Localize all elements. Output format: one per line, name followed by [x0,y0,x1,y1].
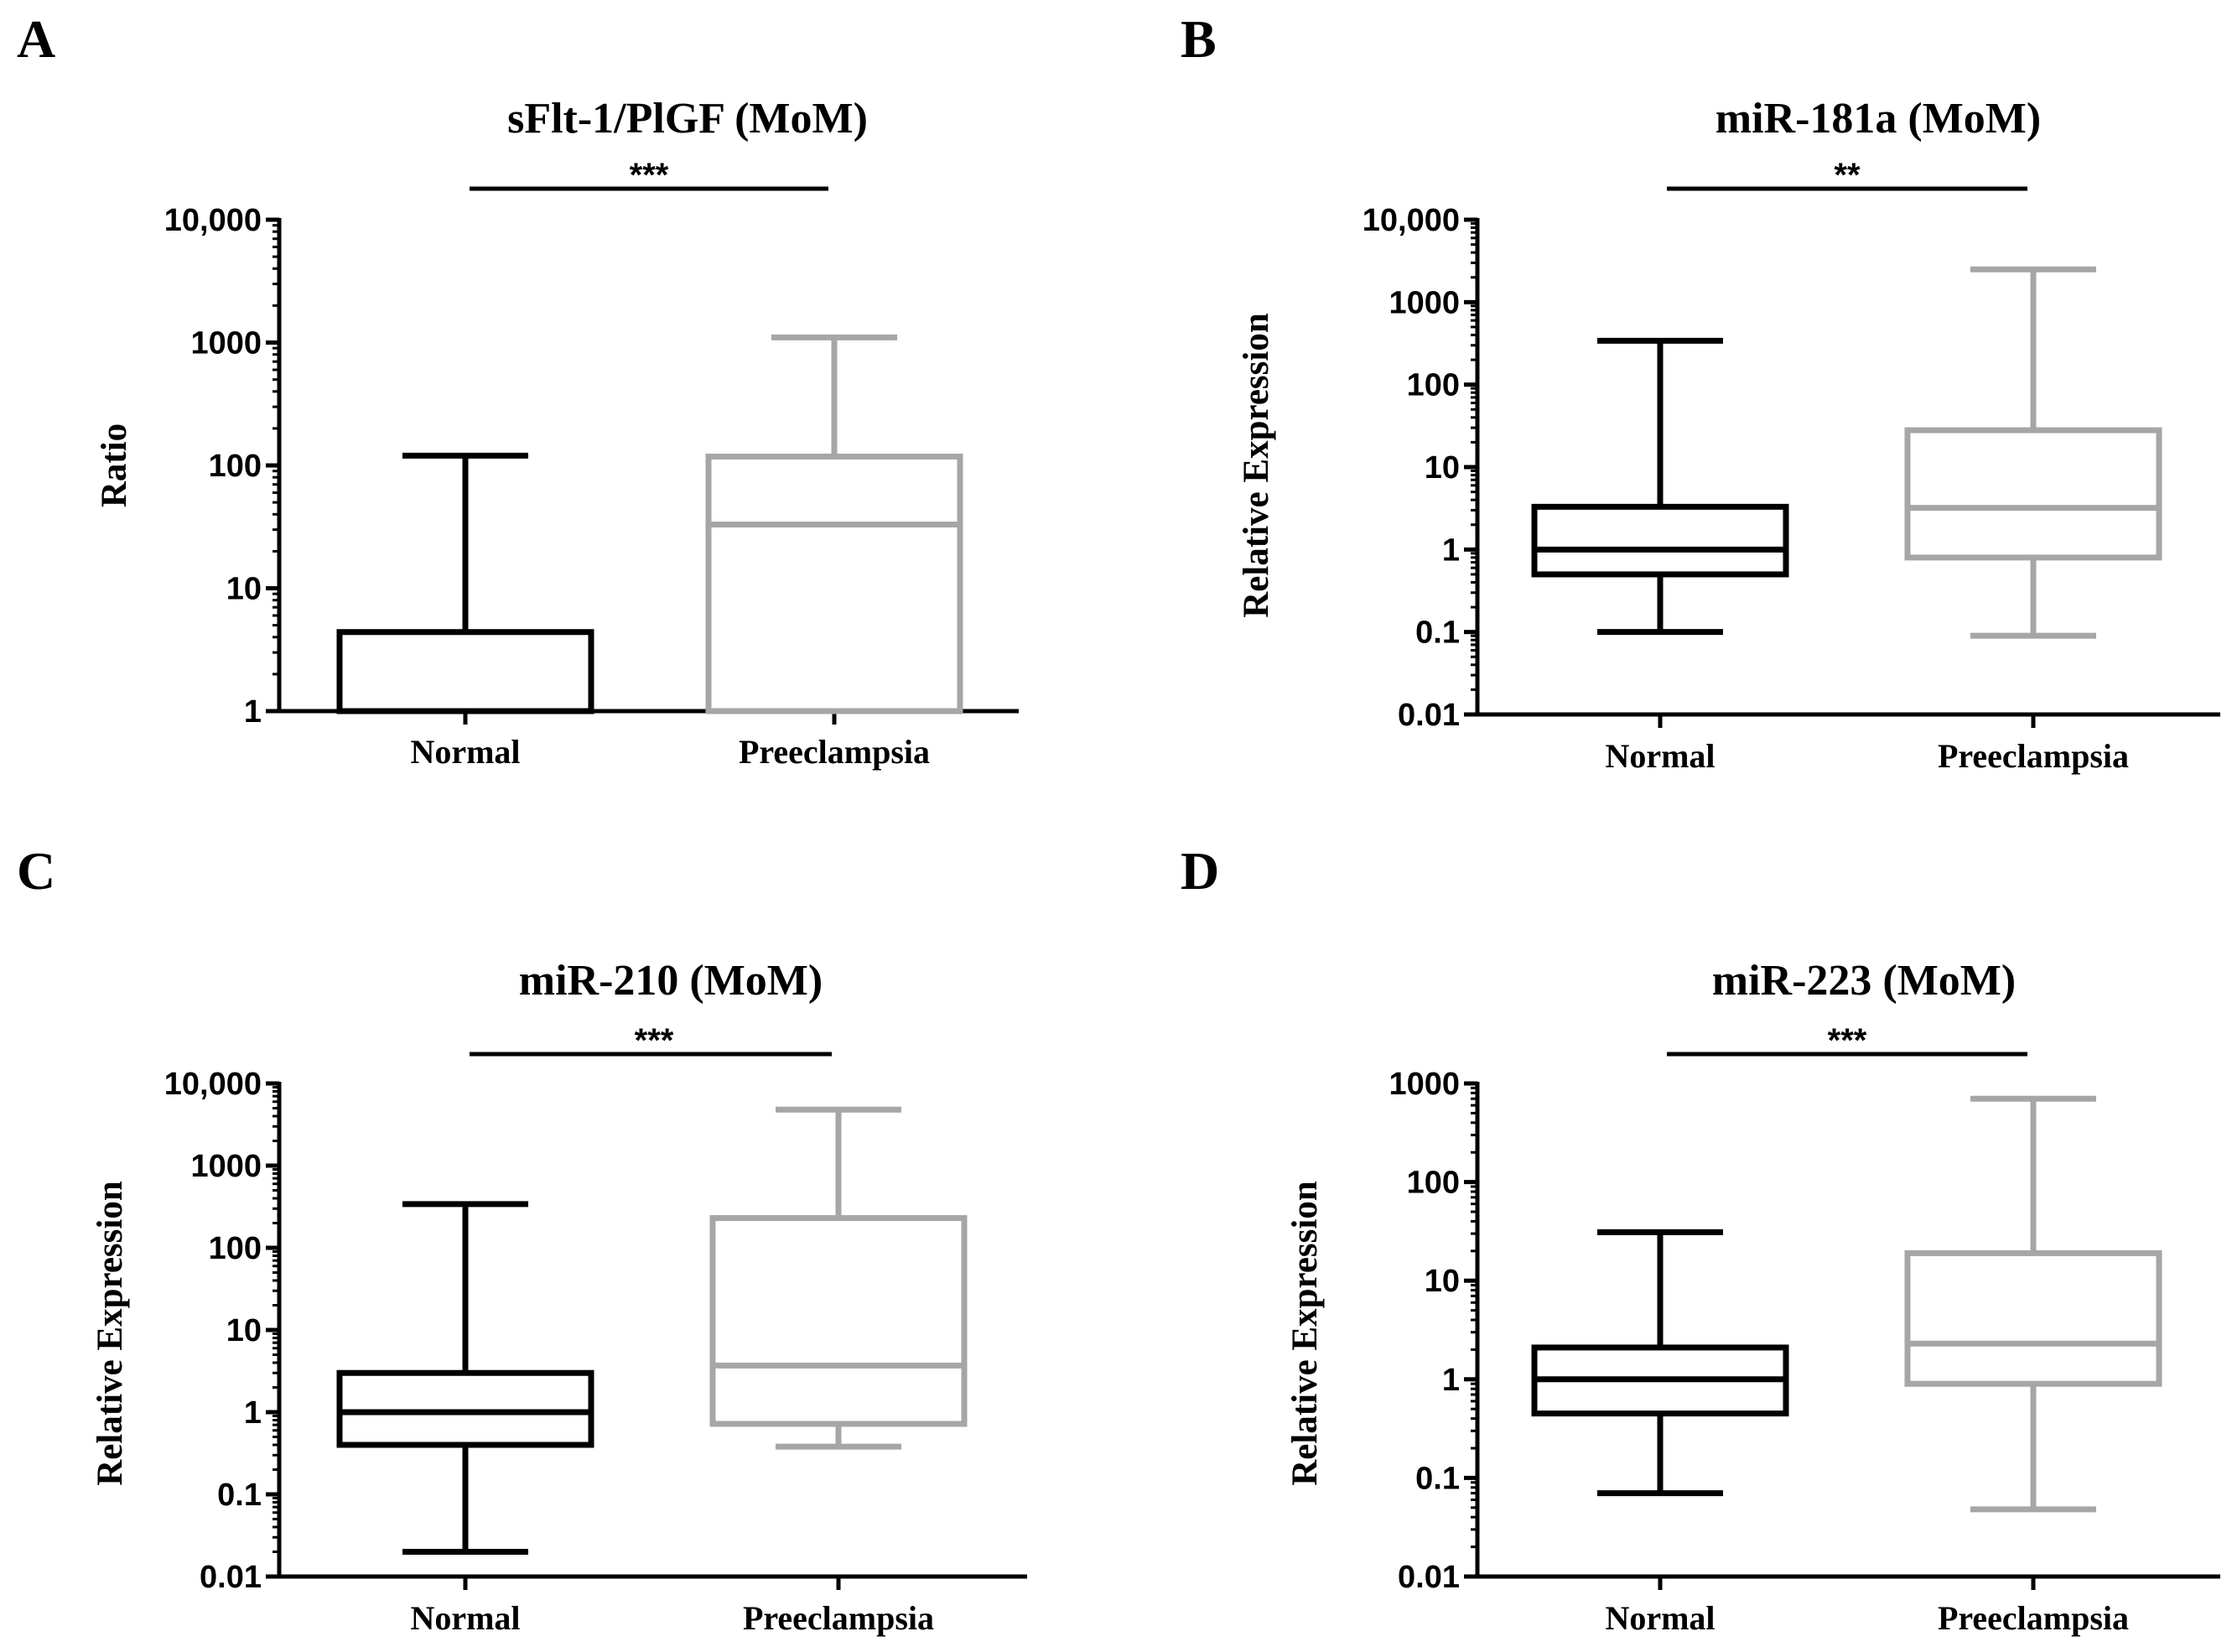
box-normal: Normal [1531,337,1789,775]
y-tick-label: 10 [226,1313,262,1348]
y-tick-label: 0.01 [1398,698,1460,733]
y-tick-label: 1000 [190,1149,262,1184]
box-normal: Normal [336,452,594,771]
y-tick-label: 10 [226,572,262,607]
y-tick-label: 0.1 [1415,616,1460,651]
significance-stars: *** [635,1022,674,1059]
y-tick-label: 1000 [1389,285,1460,320]
y-tick-label: 100 [1407,1166,1460,1201]
category-label: Normal [1605,737,1715,775]
y-tick-label: 1 [244,694,262,730]
iqr-box [1531,503,1789,578]
y-tick-label: 1000 [190,326,262,361]
iqr-box [336,629,594,714]
y-axis-label: Relative Expression [1285,1181,1325,1486]
significance-stars: ** [1834,157,1861,194]
category-label: Preeclampsia [739,733,930,771]
category-label: Normal [410,733,520,771]
chart-title: miR-210 (MoM) [519,957,823,1005]
y-tick-label: 1 [244,1395,262,1431]
box-preeclampsia: Preeclampsia [709,1106,968,1637]
category-label: Normal [1605,1599,1715,1637]
category-label: Preeclampsia [1938,1599,2129,1637]
y-axis-label: Ratio [95,423,134,507]
y-tick-label: 10 [1425,450,1460,486]
y-tick-label: 0.01 [200,1560,262,1595]
panel-label: D [1181,841,1219,901]
y-tick-label: 0.1 [217,1478,262,1513]
significance-stars: *** [1828,1022,1867,1059]
box-normal: Normal [1531,1229,1789,1637]
chart-title: sFlt-1/PlGF (MoM) [507,95,868,143]
y-tick-label: 100 [209,1231,262,1266]
chart-title: miR-181a (MoM) [1716,95,2041,143]
y-tick-label: 1 [1442,532,1460,568]
panel-label: B [1181,9,1217,69]
y-axis-label: Relative Expression [91,1181,130,1486]
box-preeclampsia: Preeclampsia [1904,1095,2162,1637]
category-label: Preeclampsia [743,1599,934,1637]
iqr-box [336,1369,594,1448]
iqr-box [705,453,963,714]
iqr-box [1904,427,2162,561]
panel-label: A [17,9,55,69]
y-tick-label: 1 [1442,1363,1460,1398]
y-tick-label: 10,000 [164,203,262,238]
box-preeclampsia: Preeclampsia [705,334,963,771]
y-tick-label: 10 [1425,1264,1460,1299]
iqr-box [709,1215,968,1427]
iqr-box [1904,1249,2162,1387]
y-tick-label: 1000 [1389,1067,1460,1102]
significance-stars: *** [630,157,669,194]
y-axis-label: Relative Expression [1237,313,1276,618]
y-tick-label: 10,000 [164,1067,262,1102]
y-tick-label: 0.1 [1415,1461,1460,1496]
category-label: Normal [410,1599,520,1637]
y-tick-label: 10,000 [1363,203,1460,238]
y-tick-label: 100 [209,449,262,484]
box-preeclampsia: Preeclampsia [1904,266,2162,775]
panel-label: C [17,841,55,901]
category-label: Preeclampsia [1938,737,2129,775]
y-tick-label: 100 [1407,368,1460,403]
box-normal: Normal [336,1201,594,1637]
chart-title: miR-223 (MoM) [1712,957,2016,1005]
y-tick-label: 0.01 [1398,1560,1460,1595]
